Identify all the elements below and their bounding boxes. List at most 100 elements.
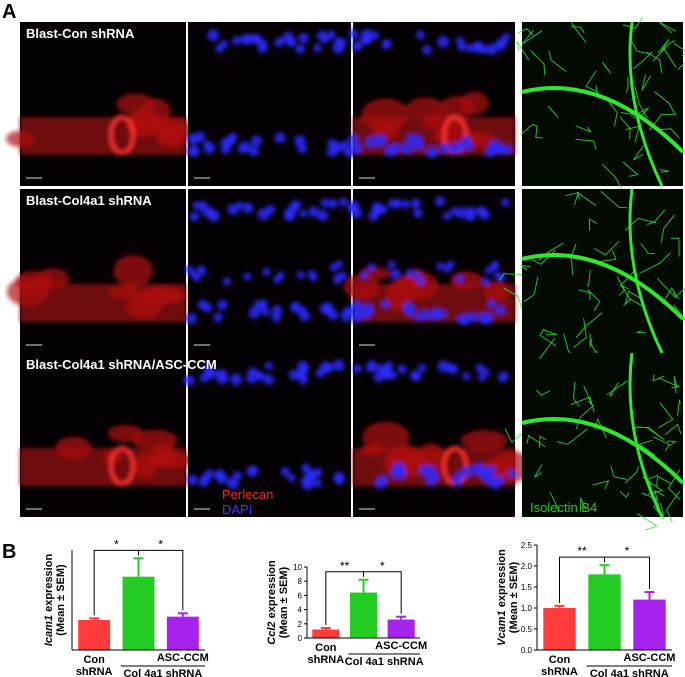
nucleus bbox=[219, 39, 229, 49]
nucleus bbox=[263, 374, 275, 386]
vessel-ring bbox=[109, 115, 135, 155]
nucleus bbox=[434, 196, 446, 207]
capillary bbox=[667, 469, 681, 500]
nucleus bbox=[256, 371, 266, 381]
capillary bbox=[543, 329, 558, 336]
capillary bbox=[652, 374, 665, 382]
capillary bbox=[642, 476, 664, 495]
nucleus bbox=[402, 142, 414, 154]
capillary bbox=[622, 161, 639, 177]
stain-label: DAPI bbox=[222, 502, 252, 517]
nucleus bbox=[412, 271, 421, 280]
y-tick-label: 4 bbox=[298, 606, 303, 615]
capillary bbox=[532, 249, 556, 265]
red-blob bbox=[385, 279, 411, 312]
nucleus bbox=[288, 369, 299, 381]
capillary bbox=[637, 513, 658, 531]
nucleus bbox=[216, 472, 228, 484]
nucleus bbox=[498, 37, 508, 47]
micrograph-content bbox=[187, 29, 356, 158]
capillary bbox=[538, 242, 564, 261]
nucleus bbox=[315, 368, 325, 378]
y-tick-label: 2 bbox=[298, 620, 303, 629]
capillary bbox=[620, 111, 640, 119]
capillary bbox=[635, 107, 650, 122]
capillary bbox=[586, 270, 591, 287]
nucleus bbox=[351, 40, 363, 52]
nucleus bbox=[455, 471, 464, 481]
capillary bbox=[516, 40, 530, 61]
nucleus bbox=[479, 209, 490, 220]
nucleus bbox=[226, 136, 236, 145]
capillary bbox=[619, 490, 630, 498]
capillary bbox=[601, 163, 624, 192]
nucleus bbox=[419, 464, 431, 477]
x-tick-label: Con shRNA bbox=[75, 654, 113, 677]
nucleus bbox=[483, 313, 494, 323]
capillary bbox=[665, 491, 680, 523]
capillary bbox=[641, 492, 659, 501]
capillary bbox=[575, 404, 595, 429]
nucleus bbox=[361, 31, 374, 44]
capillary bbox=[636, 330, 646, 334]
red-blob bbox=[55, 436, 92, 459]
nucleus bbox=[462, 466, 473, 478]
vessels bbox=[499, 188, 685, 367]
capillary bbox=[573, 318, 587, 348]
micrograph-content bbox=[184, 197, 355, 325]
capillary bbox=[631, 41, 649, 55]
bar bbox=[78, 620, 111, 650]
capillary bbox=[645, 426, 665, 440]
nucleus bbox=[231, 36, 242, 46]
significance-label: ** bbox=[340, 559, 350, 573]
nucleus bbox=[189, 211, 200, 222]
nucleus bbox=[439, 143, 451, 154]
nucleus bbox=[405, 269, 414, 278]
bar bbox=[543, 608, 576, 650]
capillary bbox=[664, 423, 682, 436]
nucleus bbox=[197, 200, 208, 211]
gene-name: Ccl2 bbox=[266, 621, 278, 644]
nucleus bbox=[292, 199, 302, 210]
nucleus bbox=[332, 42, 345, 54]
capillary bbox=[571, 26, 585, 34]
nucleus bbox=[188, 145, 200, 157]
nucleus bbox=[312, 467, 323, 478]
nucleus bbox=[264, 361, 273, 370]
capillary bbox=[619, 116, 631, 140]
micrograph-content bbox=[20, 425, 193, 486]
capillary bbox=[620, 284, 632, 301]
y-axis-label: Vcam1 expression bbox=[496, 549, 508, 646]
main-vessel bbox=[628, 21, 664, 187]
capillary bbox=[624, 217, 657, 231]
capillary bbox=[575, 312, 603, 339]
nucleus bbox=[243, 272, 252, 281]
nucleus bbox=[307, 270, 316, 279]
red-blob bbox=[371, 122, 400, 140]
capillary bbox=[658, 21, 676, 34]
nucleus bbox=[350, 142, 363, 154]
nucleus bbox=[481, 277, 490, 286]
nucleus bbox=[227, 203, 239, 216]
nucleus bbox=[456, 315, 466, 325]
significance-label: * bbox=[625, 544, 630, 558]
micrograph bbox=[188, 22, 351, 186]
y-label-text: expression bbox=[496, 549, 508, 610]
nucleus bbox=[466, 44, 475, 53]
capillary bbox=[547, 105, 559, 118]
stain-label: Isolectin B4 bbox=[530, 500, 597, 515]
capillary bbox=[625, 76, 629, 93]
nucleus bbox=[274, 37, 285, 47]
capillary bbox=[534, 464, 543, 478]
capillary bbox=[653, 436, 670, 452]
nucleus bbox=[436, 262, 445, 271]
red-blob bbox=[362, 421, 410, 454]
nucleus bbox=[478, 373, 487, 382]
nucleus bbox=[442, 211, 451, 221]
row-label: Blast-Con shRNA bbox=[26, 26, 135, 41]
capillary bbox=[592, 480, 610, 490]
micrograph bbox=[522, 189, 683, 353]
capillary bbox=[504, 428, 523, 444]
capillary bbox=[656, 277, 685, 298]
